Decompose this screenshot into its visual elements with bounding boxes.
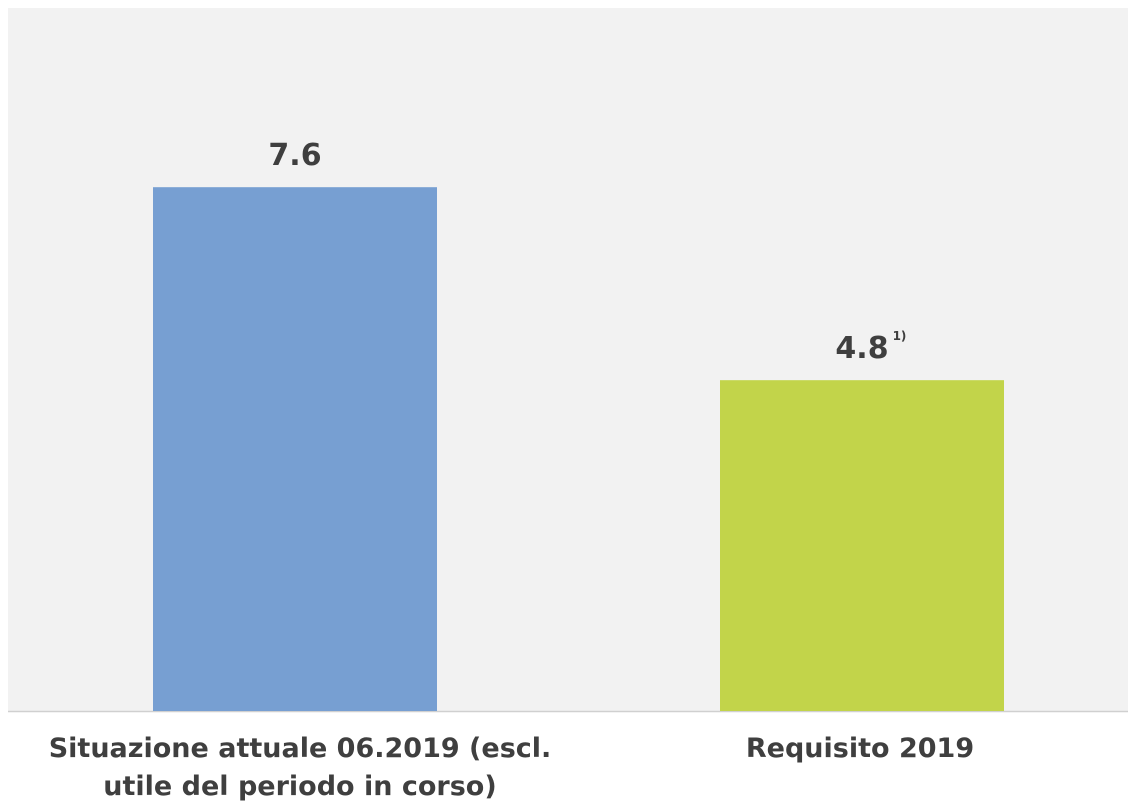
bar-current [153, 187, 437, 712]
category-label-requirement: Requisito 2019 [745, 733, 975, 764]
data-label-current: 7.6 [268, 138, 321, 173]
footnote-marker-requirement: 1) [893, 329, 907, 343]
data-label-requirement: 4.8 [835, 331, 888, 366]
category-label-current: Situazione attuale 06.2019 (escl. utile … [48, 733, 552, 802]
bar-requirement [720, 380, 1004, 711]
